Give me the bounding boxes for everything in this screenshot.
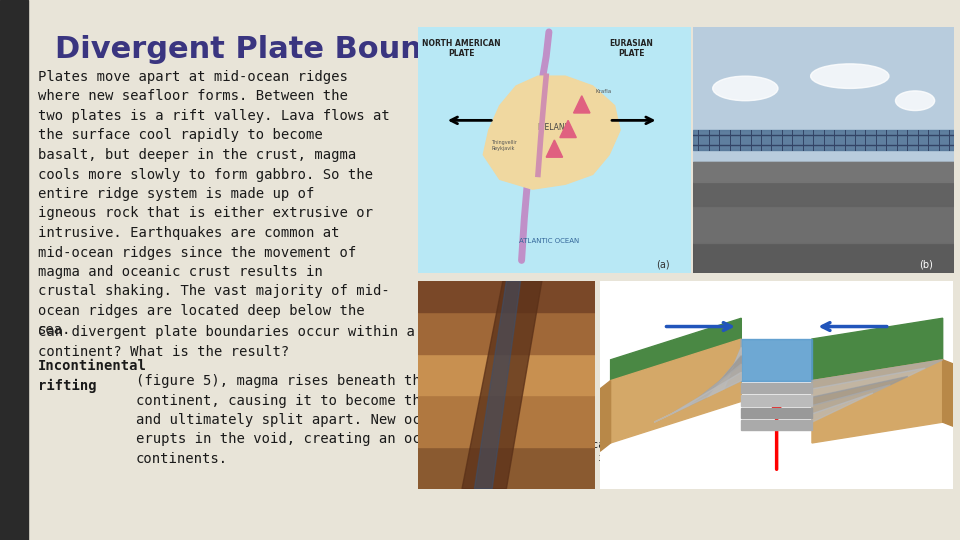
- Text: Plates move apart at mid-ocean ridges
where new seafloor forms. Between the
two : Plates move apart at mid-ocean ridges wh…: [38, 70, 390, 338]
- Bar: [418, 447, 595, 489]
- Polygon shape: [707, 347, 741, 397]
- Bar: [693, 206, 954, 243]
- Text: (figure 5), magma rises beneath the
continent, causing it to become thinner, bre: (figure 5), magma rises beneath the cont…: [136, 374, 530, 466]
- Text: ICELAND: ICELAND: [538, 123, 571, 132]
- Polygon shape: [474, 281, 520, 489]
- Bar: [741, 420, 812, 430]
- Bar: [693, 27, 954, 162]
- Polygon shape: [462, 281, 542, 489]
- Polygon shape: [611, 318, 741, 381]
- Text: Can divergent plate boundaries occur within a
continent? What is the result?: Can divergent plate boundaries occur wit…: [38, 325, 415, 359]
- Text: EURASIAN
PLATE: EURASIAN PLATE: [609, 39, 653, 58]
- Bar: [693, 162, 954, 273]
- Polygon shape: [812, 368, 925, 397]
- Polygon shape: [689, 356, 741, 406]
- Text: (b): (b): [920, 260, 933, 270]
- Text: ATLANTIC OCEAN: ATLANTIC OCEAN: [518, 238, 579, 244]
- Polygon shape: [546, 140, 563, 157]
- Text: The Arabian, Indian, and African plates are rifting apart,
forming the Great Rif: The Arabian, Indian, and African plates …: [422, 440, 792, 476]
- Ellipse shape: [712, 76, 778, 100]
- Bar: [418, 281, 595, 312]
- Bar: [693, 130, 954, 150]
- Bar: [693, 243, 954, 273]
- Polygon shape: [812, 360, 943, 389]
- Polygon shape: [812, 318, 943, 381]
- Polygon shape: [724, 339, 741, 389]
- Polygon shape: [812, 360, 943, 443]
- Bar: [741, 395, 812, 406]
- Polygon shape: [560, 120, 576, 138]
- Polygon shape: [741, 339, 812, 381]
- Ellipse shape: [810, 64, 889, 89]
- Polygon shape: [812, 393, 873, 422]
- Text: (a): (a): [656, 260, 669, 270]
- Bar: [418, 312, 595, 354]
- Bar: [418, 395, 595, 447]
- Text: NORTH AMERICAN
PLATE: NORTH AMERICAN PLATE: [422, 39, 501, 58]
- Bar: [693, 162, 954, 182]
- Bar: [418, 354, 595, 395]
- Polygon shape: [483, 76, 620, 189]
- Bar: [741, 408, 812, 418]
- Ellipse shape: [896, 91, 935, 111]
- Polygon shape: [611, 339, 741, 443]
- Polygon shape: [943, 360, 953, 427]
- Text: Krafla: Krafla: [595, 89, 612, 94]
- Polygon shape: [600, 381, 611, 451]
- Polygon shape: [672, 364, 741, 414]
- Text: Incontinental
rifting: Incontinental rifting: [38, 359, 147, 393]
- Text: Thingvellir
Reykjavik: Thingvellir Reykjavik: [492, 140, 517, 151]
- Polygon shape: [573, 96, 590, 113]
- Bar: [693, 182, 954, 206]
- Polygon shape: [812, 384, 890, 414]
- Polygon shape: [812, 376, 908, 406]
- Bar: [0, 0, 28, 540]
- Polygon shape: [654, 372, 741, 422]
- Text: Divergent Plate Boundaries: Divergent Plate Boundaries: [55, 35, 529, 64]
- Bar: [741, 383, 812, 393]
